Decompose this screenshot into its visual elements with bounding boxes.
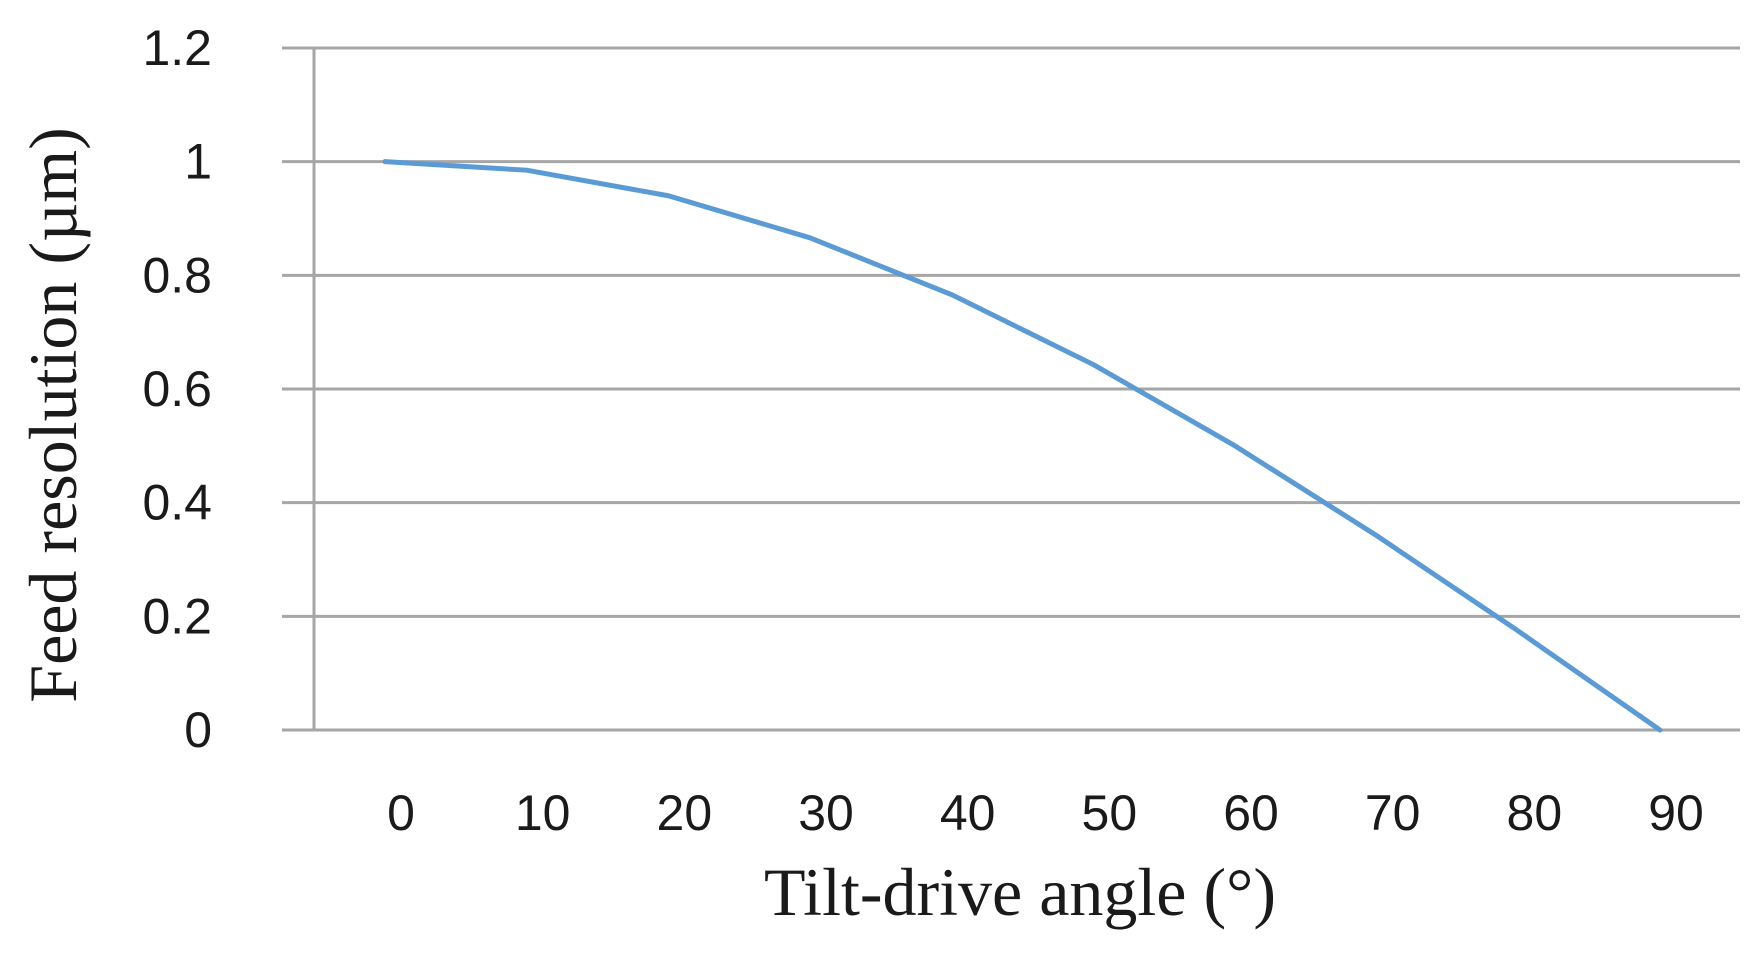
x-tick-label: 40 [940, 785, 996, 841]
x-tick-label: 90 [1648, 785, 1704, 841]
x-tick-label: 60 [1223, 785, 1279, 841]
x-tick-label: 20 [657, 785, 713, 841]
x-axis-title: Tilt-drive angle (°) [764, 854, 1276, 930]
x-axis-ticks: 0 10 20 30 40 50 60 70 80 90 [387, 785, 1704, 841]
series-layer [382, 159, 1663, 733]
y-tick-label: 0.8 [142, 247, 212, 303]
y-tick-label: 1 [184, 134, 212, 190]
x-tick-label: 30 [798, 785, 854, 841]
y-tick-label: 0.4 [142, 475, 212, 531]
x-tick-label: 50 [1082, 785, 1138, 841]
x-tick-label: 10 [515, 785, 571, 841]
x-tick-label: 70 [1365, 785, 1421, 841]
y-axis-title: Feed resolution (µm) [15, 127, 91, 703]
y-axis-ticks: 0 0.2 0.4 0.6 0.8 1 1.2 [142, 20, 212, 758]
y-tick-label: 0.6 [142, 361, 212, 417]
x-tick-label: 0 [387, 785, 415, 841]
y-tick-label: 1.2 [142, 20, 212, 76]
gridlines [282, 46, 1740, 732]
y-tick-label: 0.2 [142, 588, 212, 644]
y-tick-label: 0 [184, 702, 212, 758]
series-line [382, 159, 1663, 733]
x-tick-label: 80 [1507, 785, 1563, 841]
